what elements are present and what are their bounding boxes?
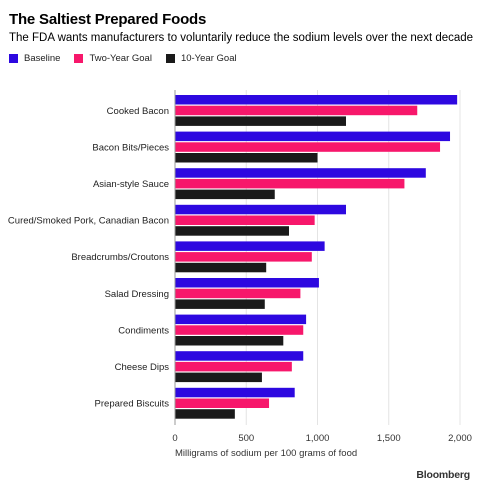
category-label: Condiments: [118, 325, 169, 336]
x-tick-label: 1,000: [306, 433, 330, 444]
chart-title: The Saltiest Prepared Foods: [9, 11, 207, 28]
category-label: Cured/Smoked Pork, Canadian Bacon: [8, 216, 169, 227]
bar-10-year-goal-2: [175, 189, 275, 200]
bar-10-year-goal-0: [175, 116, 346, 126]
bar-baseline-0: [175, 95, 458, 105]
bar-baseline-7: [175, 351, 304, 361]
bar-10-year-goal-5: [175, 299, 265, 309]
bar-two-year-goal-6: [175, 325, 304, 335]
legend: Baseline Two-Year Goal 10-Year Goal: [9, 53, 251, 64]
bar-10-year-goal-4: [175, 262, 267, 273]
category-label: Prepared Biscuits: [95, 399, 170, 410]
bar-baseline-4: [175, 241, 325, 251]
category-label: Cheese Dips: [115, 362, 170, 373]
x-axis-label: Milligrams of sodium per 100 grams of fo…: [175, 448, 358, 459]
chart-subtitle: The FDA wants manufacturers to voluntari…: [9, 32, 474, 44]
legend-label-10-year-goal: 10-Year Goal: [180, 53, 237, 64]
legend-item-baseline: Baseline: [9, 53, 60, 64]
bar-two-year-goal-2: [175, 178, 405, 189]
x-tick-label: 0: [172, 433, 177, 444]
bar-two-year-goal-4: [175, 252, 312, 262]
legend-item-10-year-goal: 10-Year Goal: [165, 53, 237, 64]
x-tick-label: 500: [238, 433, 254, 444]
bar-10-year-goal-3: [175, 226, 289, 236]
category-label: Salad Dressing: [105, 289, 169, 300]
legend-label-baseline: Baseline: [24, 53, 61, 64]
category-label: Bacon Bits/Pieces: [92, 142, 169, 153]
bar-10-year-goal-8: [175, 409, 235, 419]
bar-10-year-goal-6: [175, 336, 284, 346]
bar-two-year-goal-7: [175, 361, 292, 372]
bar-baseline-1: [175, 131, 451, 142]
bar-two-year-goal-5: [175, 288, 301, 299]
category-label: Cooked Bacon: [107, 106, 169, 117]
legend-label-two-year-goal: Two-Year Goal: [89, 53, 152, 64]
bar-10-year-goal-7: [175, 372, 262, 383]
x-tick-label: 2,000: [448, 433, 472, 444]
bar-two-year-goal-8: [175, 398, 270, 408]
source-logo: Bloomberg: [416, 469, 470, 481]
category-label: Breadcrumbs/Croutons: [71, 252, 169, 263]
bar-baseline-6: [175, 314, 307, 325]
bar-two-year-goal-0: [175, 105, 418, 116]
legend-item-two-year-goal: Two-Year Goal: [74, 53, 152, 64]
bar-10-year-goal-1: [175, 153, 318, 163]
x-tick-label: 1,500: [377, 433, 401, 444]
bar-baseline-8: [175, 387, 295, 398]
bar-baseline-3: [175, 204, 346, 215]
bar-baseline-2: [175, 168, 426, 178]
legend-swatch-baseline: [9, 54, 18, 63]
bar-two-year-goal-1: [175, 142, 441, 152]
bar-baseline-5: [175, 278, 319, 288]
legend-swatch-two-year-goal: [74, 54, 84, 63]
legend-swatch-10-year-goal: [165, 54, 175, 63]
category-label: Asian-style Sauce: [93, 179, 169, 190]
bar-two-year-goal-3: [175, 215, 315, 225]
